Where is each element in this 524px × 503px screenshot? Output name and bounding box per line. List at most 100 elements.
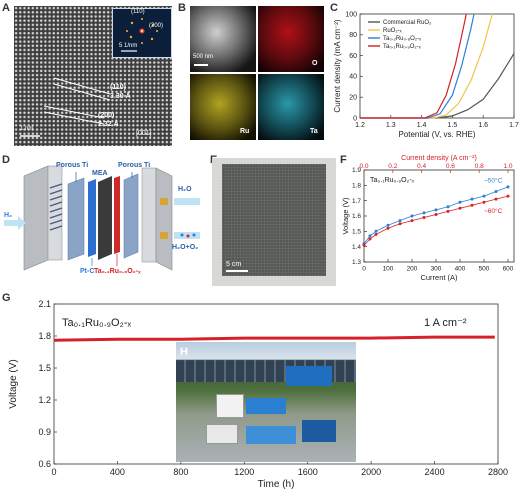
pt-c-label: Pt-C: [80, 268, 95, 275]
polarization-point-1-4: [398, 222, 402, 226]
polarization-point-1-1: [368, 237, 372, 241]
porous-ti-left-label: Porous Ti: [56, 162, 89, 169]
y-tick-label-2: 40: [349, 74, 357, 81]
x2-tick-label-4: 0.8: [475, 163, 484, 170]
polarization-point-0-6: [422, 211, 426, 215]
legend-label-0: Commercial RuO₂: [383, 20, 432, 26]
x2-tick-label-0: 0.0: [359, 163, 368, 170]
x-tick-label-3: 1200: [234, 467, 254, 477]
zone-axis-label: [001]: [136, 130, 152, 137]
polarization-point-0-13: [506, 185, 510, 189]
x-tick-label-2: 800: [173, 467, 188, 477]
y-axis-label: Voltage (V): [341, 197, 350, 235]
fft-label-200: (200): [149, 23, 164, 29]
eds-scale-label: 500 nm: [193, 54, 214, 60]
container-building-blue: [286, 366, 332, 386]
y-tick-label-4: 1.8: [38, 331, 51, 341]
catalyst-label: Ta₀.₁Ru₀.₉O₂-ₓ: [94, 268, 141, 275]
mea-label: MEA: [92, 170, 108, 177]
plant-photo: H: [176, 342, 356, 462]
o-map: O: [258, 6, 324, 72]
polarization-point-1-9: [458, 206, 462, 210]
ru-map: Ru: [190, 74, 256, 140]
x-tick-label-5: 2000: [361, 467, 381, 477]
electrolyzer-container-1: [246, 398, 286, 414]
x-tick-label-6: 2400: [425, 467, 445, 477]
panel-letter-g: G: [2, 292, 11, 304]
h2-label: H₂: [4, 212, 13, 219]
lsv-series-line-3: [360, 13, 467, 119]
fft-inset: (110) (200) 5 1/nm: [112, 8, 172, 58]
polarization-point-0-1: [368, 234, 372, 238]
polarization-point-1-11: [482, 200, 486, 204]
polarization-point-0-7: [434, 208, 438, 212]
ta-map-label: Ta: [310, 128, 318, 135]
y-tick-label-3: 60: [349, 53, 357, 60]
o-map-label: O: [312, 60, 318, 67]
white-tank-building: [216, 394, 244, 418]
series-label-50c: ~50°C: [484, 176, 503, 184]
electrode-photo: 5 cm: [212, 158, 336, 286]
y-tick-label-5: 2.1: [38, 299, 51, 309]
x-tick-label-3: 1.5: [448, 122, 458, 129]
electrolyzer-container-2: [246, 426, 296, 444]
panel-letter-f: F: [340, 154, 347, 166]
y-tick-label-4: 80: [349, 32, 357, 39]
x2-axis-label: Current density (A cm⁻²): [401, 155, 477, 162]
x-tick-label-4: 400: [455, 266, 466, 273]
polarization-point-1-10: [470, 203, 474, 207]
x-tick-label-4: 1.6: [478, 122, 488, 129]
x-tick-label-3: 300: [431, 266, 442, 273]
polarization-point-0-2: [374, 229, 378, 233]
d110-value-label: 3.30 Å: [110, 93, 131, 100]
polarization-line-1: [363, 195, 509, 246]
series-label-60c: ~60°C: [484, 207, 503, 215]
x-tick-label-4: 1600: [298, 467, 318, 477]
hrtem-scale-label: 1 nm: [20, 126, 34, 132]
stability-chart: 0 400 800 1200 1600 2000 2400 2800 0.6 0.9 1.2 1.5 1…: [8, 299, 508, 490]
polarization-point-1-2: [374, 232, 378, 236]
x-tick-label-0: 0: [51, 467, 56, 477]
d110-plane-label: (110): [110, 84, 126, 91]
polarization-point-0-8: [446, 205, 450, 209]
ru-map-label: Ru: [240, 128, 250, 135]
y-tick-label-0: 0.6: [38, 459, 51, 469]
y-tick-label-2: 1.5: [352, 229, 361, 236]
y-axis-label: Current density (mA cm⁻²): [333, 19, 342, 112]
polarization-point-0-9: [458, 200, 462, 204]
current-density-annotation: 1 A cm⁻²: [424, 317, 467, 329]
d200-value-label: 2.32 Å: [98, 121, 119, 128]
panel-letter-c: C: [330, 2, 338, 14]
y-tick-label-0: 0: [353, 115, 357, 122]
polarization-point-1-5: [410, 219, 414, 223]
polarization-point-1-0: [362, 243, 366, 247]
lattice-lines: [20, 77, 111, 137]
lsv-chart: 1.2 1.3 1.4 1.5 1.6 1.7 0 20 40 60 80 100 Potential …: [333, 11, 519, 139]
electrolyzer-container-3: [302, 420, 336, 442]
lsv-series-line-1: [360, 13, 493, 119]
x2-tick-label-1: 0.2: [388, 163, 397, 170]
stability-series-line: [53, 335, 495, 342]
h2o-o2-out-label: H₂O+O₂: [172, 244, 199, 251]
polarization-line-0: [363, 186, 509, 244]
d200-plane-label: (200): [98, 112, 115, 119]
polarization-point-1-7: [434, 213, 438, 216]
x-tick-label-5: 500: [479, 266, 490, 273]
electrode-sheet: [222, 164, 326, 276]
y-tick-label-3: 1.6: [352, 213, 361, 220]
y-axis-label: Voltage (V): [8, 359, 19, 408]
eds-scale-bar: [194, 64, 208, 66]
fft-label-110: (110): [131, 9, 145, 15]
electrode-scale-label: 5 cm: [226, 261, 242, 268]
y-tick-label-1: 1.4: [352, 244, 361, 251]
legend-label-1: RuO₂-ₓ: [383, 28, 402, 34]
porous-ti-right-label: Porous Ti: [118, 162, 151, 169]
legend-label-3: Ta₀.₁Ru₀.₉O₂-ₓ: [383, 44, 421, 50]
lsv-series-line-2: [360, 13, 475, 119]
y-tick-label-1: 20: [349, 95, 357, 102]
x-axis-label: Current (A): [420, 273, 458, 282]
pem-schematic: [4, 165, 200, 271]
panel-letter-b: B: [178, 2, 186, 14]
x-axis-label: Time (h): [258, 479, 295, 490]
y-tick-label-4: 1.7: [352, 198, 361, 205]
